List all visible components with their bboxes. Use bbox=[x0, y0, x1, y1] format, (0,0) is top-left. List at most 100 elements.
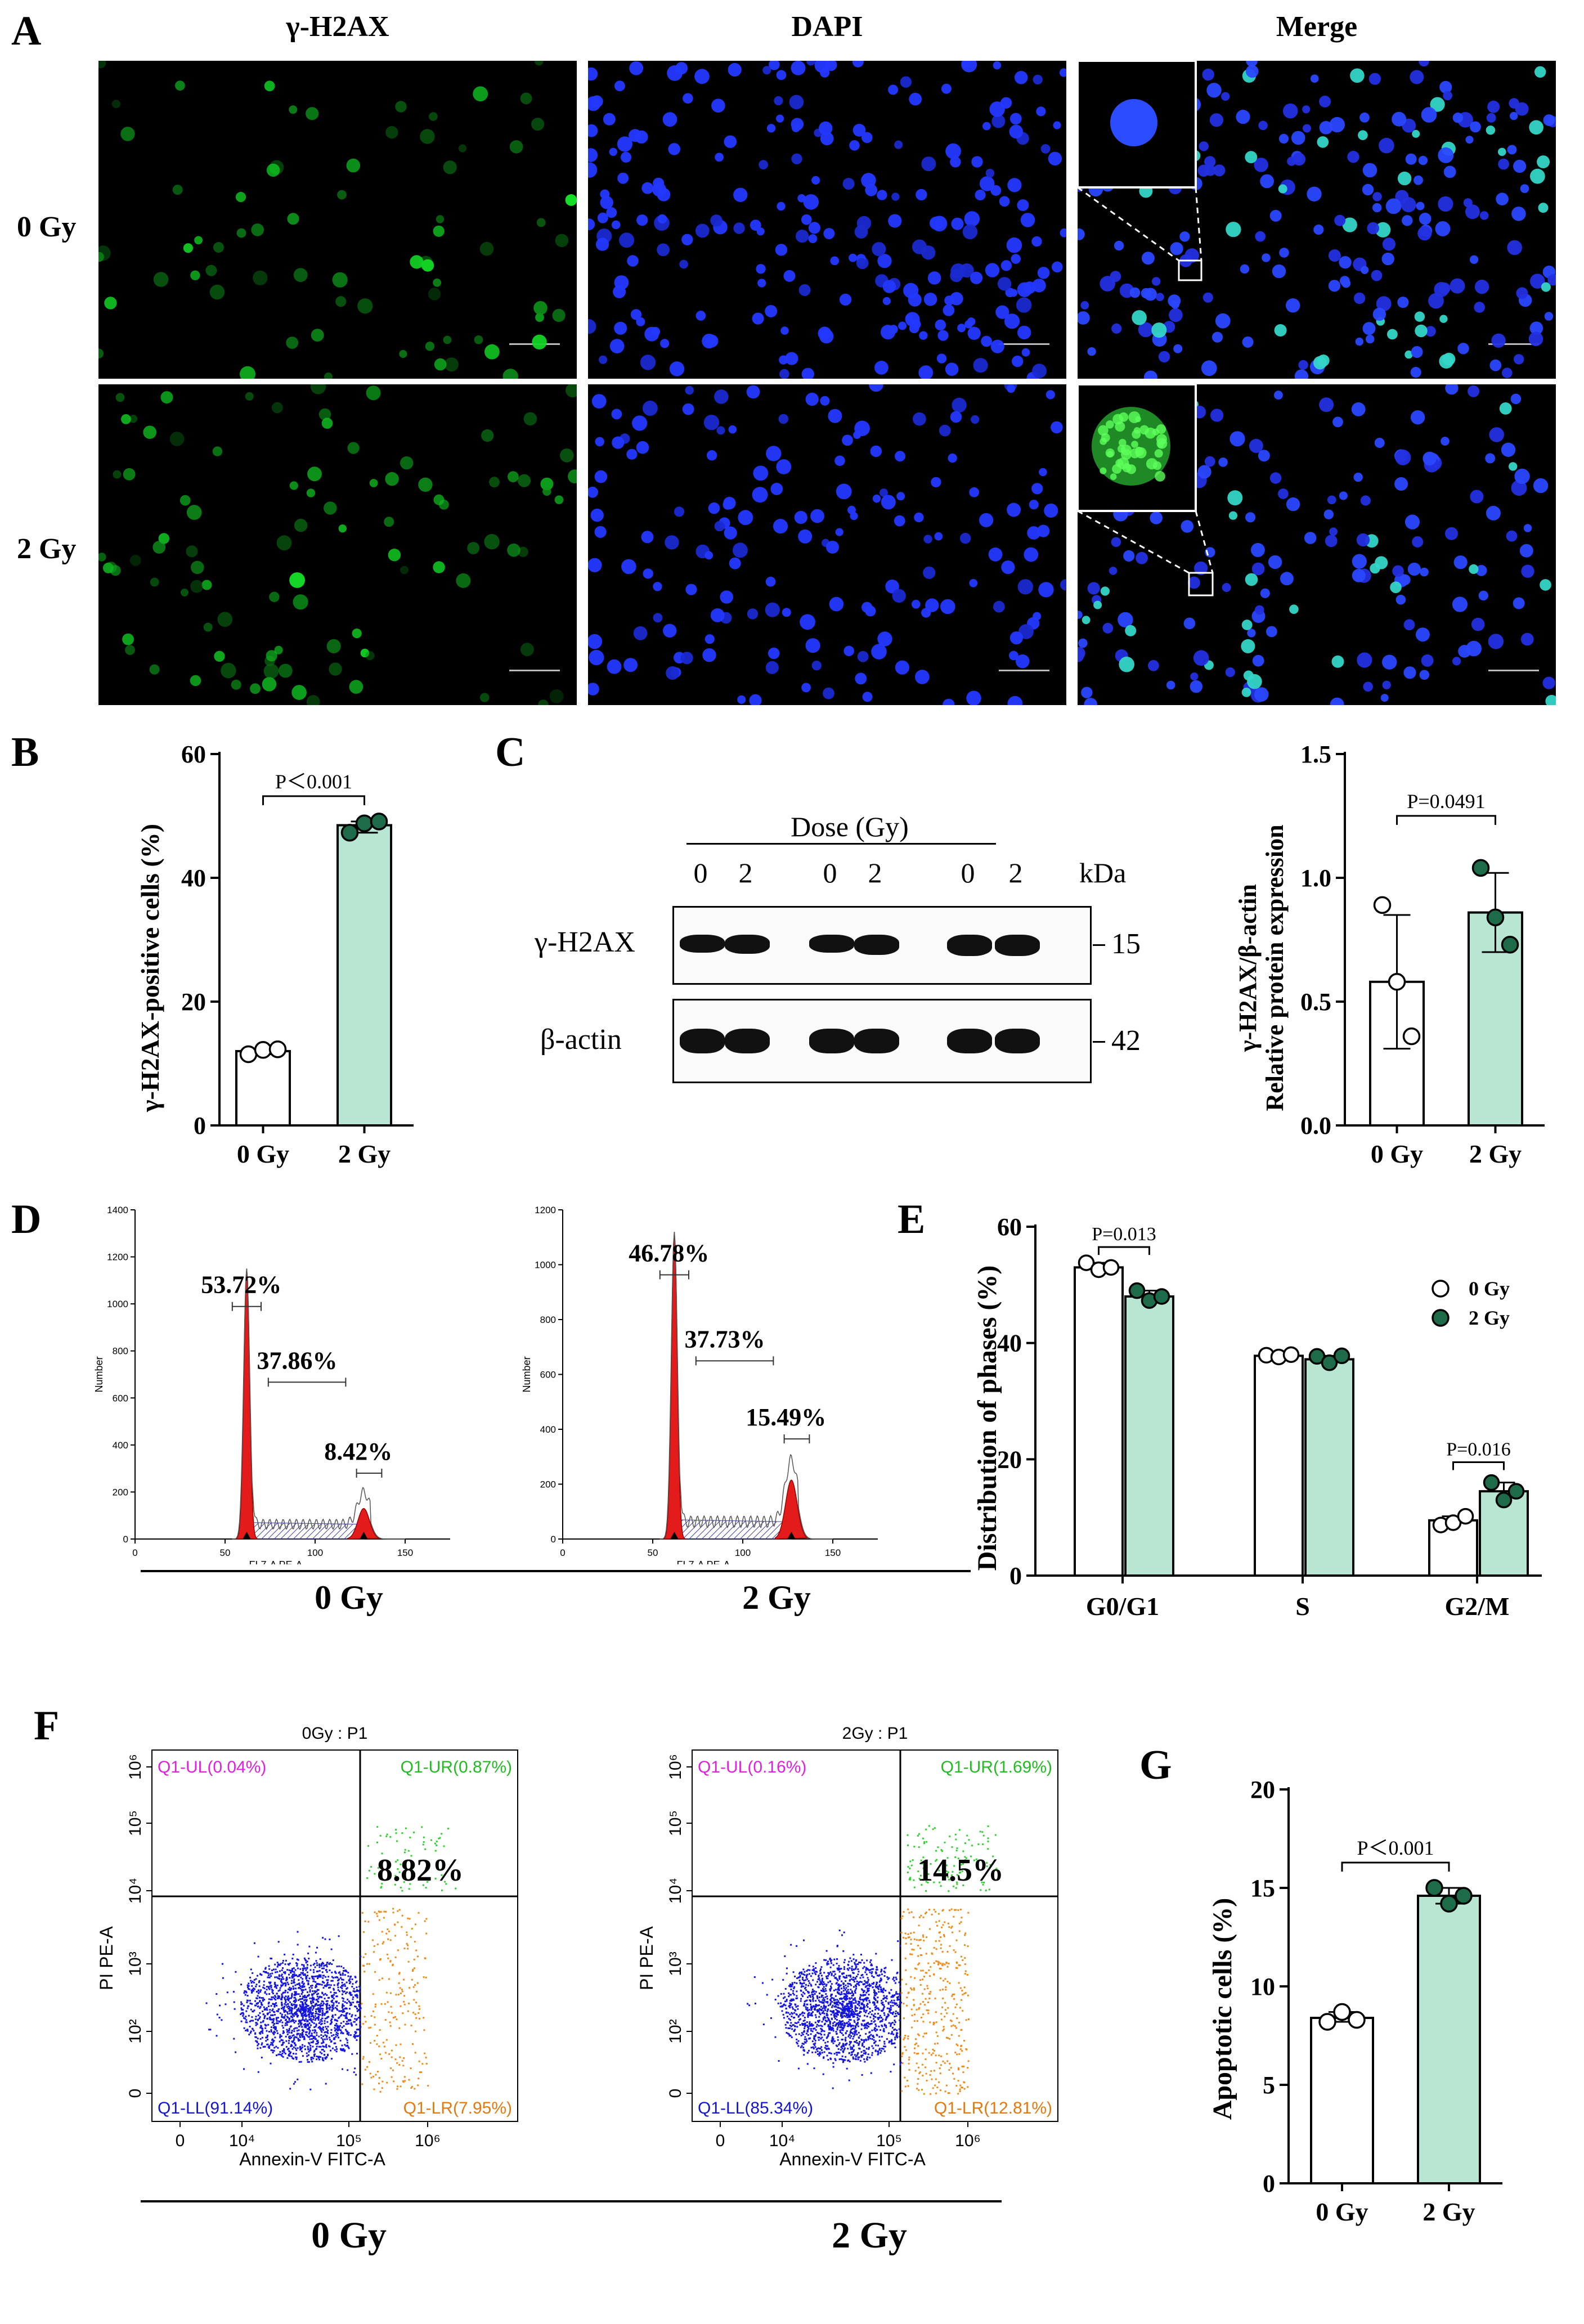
cell bbox=[1017, 199, 1029, 212]
cell bbox=[306, 488, 316, 497]
event-dot bbox=[267, 2043, 269, 2045]
event-dot bbox=[306, 2000, 307, 2002]
event-dot bbox=[837, 2010, 839, 2012]
event-dot bbox=[837, 2022, 840, 2024]
cell bbox=[1021, 348, 1030, 357]
event-dot bbox=[801, 2032, 803, 2034]
event-dot bbox=[277, 2011, 279, 2012]
event-dot bbox=[384, 2003, 386, 2005]
event-dot bbox=[792, 2008, 794, 2010]
g2-peak bbox=[347, 1508, 380, 1540]
event-dot bbox=[286, 2024, 288, 2026]
col-header-merge: Merge bbox=[1276, 11, 1358, 43]
event-dot bbox=[801, 1971, 803, 1973]
event-dot bbox=[874, 1985, 877, 1987]
inset-focus bbox=[1152, 428, 1160, 436]
event-dot bbox=[803, 2050, 805, 2052]
event-dot bbox=[400, 2085, 402, 2088]
cell bbox=[1542, 676, 1555, 689]
event-dot bbox=[791, 2012, 793, 2014]
event-dot bbox=[232, 1991, 235, 1993]
blot-band bbox=[995, 1029, 1040, 1053]
event-dot bbox=[868, 2048, 870, 2050]
event-dot bbox=[881, 2003, 883, 2006]
micrograph-dapi-0gy bbox=[588, 61, 1066, 379]
event-dot bbox=[298, 2029, 300, 2031]
event-dot bbox=[284, 2016, 286, 2018]
event-dot bbox=[315, 2013, 317, 2015]
event-dot bbox=[316, 2017, 318, 2019]
event-dot bbox=[861, 2003, 864, 2006]
event-dot bbox=[892, 2013, 894, 2015]
cell bbox=[1450, 278, 1465, 294]
event-dot bbox=[846, 1990, 848, 1993]
event-dot bbox=[333, 2008, 334, 2010]
event-dot bbox=[848, 1993, 850, 1994]
event-dot bbox=[303, 2019, 306, 2021]
event-dot bbox=[865, 1969, 867, 1971]
event-dot bbox=[258, 1992, 260, 1994]
event-dot bbox=[865, 1985, 868, 1987]
event-dot bbox=[335, 2031, 338, 2034]
cell bbox=[1328, 249, 1341, 262]
event-dot bbox=[342, 2008, 344, 2011]
event-dot bbox=[837, 2039, 839, 2041]
event-dot bbox=[253, 1978, 255, 1981]
event-dot bbox=[814, 2021, 816, 2024]
event-dot bbox=[376, 2071, 379, 2072]
event-dot bbox=[842, 2024, 844, 2026]
event-dot bbox=[279, 2053, 281, 2056]
event-dot bbox=[266, 2030, 268, 2032]
event-dot bbox=[780, 2002, 782, 2004]
event-dot bbox=[358, 2034, 361, 2036]
event-dot bbox=[316, 2048, 318, 2050]
event-dot bbox=[873, 1989, 875, 1991]
event-dot bbox=[316, 1946, 318, 1949]
event-dot bbox=[806, 2040, 808, 2042]
event-dot bbox=[859, 2048, 861, 2050]
event-dot bbox=[831, 2039, 833, 2042]
cell bbox=[1340, 276, 1350, 286]
event-dot bbox=[355, 2024, 357, 2026]
event-dot bbox=[281, 1976, 284, 1978]
event-dot bbox=[853, 2031, 855, 2033]
y-tick-label: 60 bbox=[181, 741, 206, 768]
event-dot bbox=[853, 2020, 855, 2022]
event-dot bbox=[876, 2034, 878, 2036]
p-value: P=0.016 bbox=[1446, 1439, 1511, 1460]
blot-dose-line bbox=[686, 843, 996, 845]
event-dot bbox=[270, 1981, 272, 1984]
event-dot bbox=[312, 1964, 315, 1966]
event-dot bbox=[288, 2019, 290, 2021]
cell bbox=[768, 647, 780, 659]
cell bbox=[555, 234, 569, 248]
cell bbox=[1255, 231, 1266, 242]
cell bbox=[679, 259, 688, 269]
cell bbox=[1528, 331, 1543, 347]
event-dot bbox=[841, 2011, 843, 2013]
event-dot bbox=[293, 2046, 295, 2048]
event-dot bbox=[324, 2031, 326, 2034]
event-dot bbox=[282, 1960, 284, 1962]
cell bbox=[778, 414, 789, 424]
event-dot bbox=[291, 1980, 293, 1982]
cell bbox=[666, 666, 680, 680]
cell bbox=[1347, 151, 1359, 163]
event-dot bbox=[852, 1968, 855, 1971]
cell bbox=[1540, 579, 1551, 591]
event-dot bbox=[281, 1984, 284, 1986]
cell bbox=[1521, 564, 1534, 578]
chart-c-ylabel-1: Relative protein expression bbox=[1261, 824, 1289, 1111]
event-dot bbox=[281, 2013, 283, 2016]
cell bbox=[1510, 393, 1522, 405]
event-dot bbox=[858, 1984, 860, 1986]
event-dot bbox=[302, 1991, 304, 1993]
event-dot bbox=[294, 2006, 296, 2008]
event-dot bbox=[797, 2021, 800, 2024]
event-dot bbox=[842, 1950, 845, 1952]
event-dot bbox=[796, 2013, 798, 2016]
cell bbox=[1486, 505, 1501, 521]
cell bbox=[1479, 211, 1489, 220]
event-dot bbox=[816, 1996, 818, 1998]
y-tick-label: 800 bbox=[540, 1314, 556, 1325]
